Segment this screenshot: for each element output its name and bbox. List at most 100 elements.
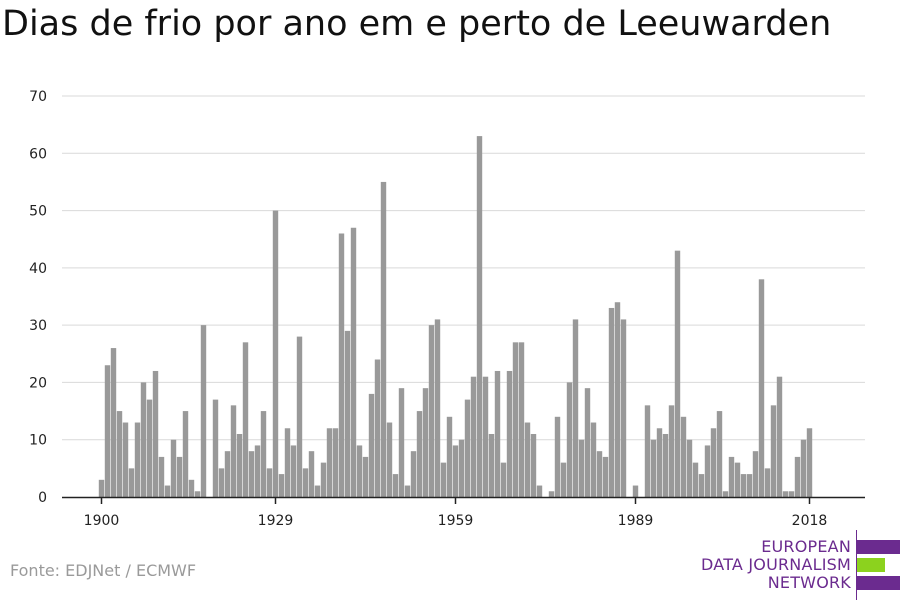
y-tick-label: 30	[29, 318, 47, 334]
bar-1971	[524, 422, 531, 497]
bars	[98, 136, 813, 498]
bar-1965	[488, 433, 495, 497]
bar-1996	[674, 250, 681, 497]
x-tick-label: 2018	[792, 513, 828, 529]
bar-1997	[680, 416, 687, 497]
bar-1960	[458, 439, 465, 497]
bar-1910	[158, 456, 165, 497]
bar-1995	[668, 405, 675, 497]
bar-1945	[368, 393, 375, 497]
bar-2000	[698, 474, 705, 497]
bar-1980	[578, 439, 585, 497]
bar-1914	[182, 411, 189, 497]
y-tick-label: 10	[29, 433, 47, 449]
logo-text: EUROPEAN DATA JOURNALISM NETWORK	[701, 538, 851, 592]
bar-1911	[164, 485, 171, 497]
bar-1908	[146, 399, 153, 497]
bar-1989	[632, 485, 639, 497]
logo-bar-top	[857, 540, 900, 554]
bar-1968	[506, 370, 513, 497]
bar-1957	[440, 462, 447, 497]
bar-1941	[344, 330, 351, 497]
bar-1983	[596, 451, 603, 497]
bar-1903	[116, 411, 123, 497]
bar-1909	[152, 370, 159, 497]
logo-bar-middle	[857, 558, 885, 572]
x-tick-label: 1929	[258, 513, 294, 529]
bar-1991	[644, 405, 651, 497]
bar-1904	[122, 422, 129, 497]
bar-2007	[740, 474, 747, 497]
bar-1939	[332, 428, 339, 497]
bar-2002	[710, 428, 717, 497]
bar-1953	[416, 411, 423, 497]
bar-1926	[254, 445, 261, 497]
bar-1994	[662, 433, 669, 497]
bar-1944	[362, 456, 369, 497]
bar-1964	[482, 376, 489, 497]
bar-1972	[530, 433, 537, 497]
y-tick-label: 0	[38, 490, 47, 506]
bar-1982	[590, 422, 597, 497]
bar-1986	[614, 302, 621, 497]
bar-1917	[200, 325, 207, 497]
bar-1962	[470, 376, 477, 497]
bar-1956	[434, 319, 441, 497]
bar-1970	[518, 342, 525, 497]
x-axis-ticks: 1900 1929 1959 1989 2018	[84, 497, 828, 529]
bar-1973	[536, 485, 543, 497]
bar-1969	[512, 342, 519, 497]
bar-2015	[788, 491, 795, 497]
bar-1931	[284, 428, 291, 497]
logo-bar-bottom	[857, 576, 900, 590]
bar-1978	[566, 382, 573, 497]
bar-1948	[386, 422, 393, 497]
bar-1922	[230, 405, 237, 497]
bar-1992	[650, 439, 657, 497]
bar-1936	[314, 485, 321, 497]
bar-1935	[308, 451, 315, 497]
bar-1938	[326, 428, 333, 497]
bar-1954	[422, 388, 429, 497]
bar-1925	[248, 451, 255, 497]
bar-2006	[734, 462, 741, 497]
bar-2013	[776, 376, 783, 497]
bar-1933	[296, 336, 303, 497]
bar-1913	[176, 456, 183, 497]
logo-line-3: NETWORK	[767, 573, 851, 592]
bar-1930	[278, 474, 285, 497]
chart-title: Dias de frio por ano em e perto de Leeuw…	[2, 4, 832, 44]
bar-1934	[302, 468, 309, 497]
bar-1928	[266, 468, 273, 497]
bar-1999	[692, 462, 699, 497]
bar-1919	[212, 399, 219, 497]
source-note: Fonte: EDJNet / ECMWF	[10, 561, 197, 580]
bar-1900	[98, 479, 105, 497]
bar-1906	[134, 422, 141, 497]
bar-1952	[410, 451, 417, 497]
bar-1950	[398, 388, 405, 497]
bar-2008	[746, 474, 753, 497]
bar-2009	[752, 451, 759, 497]
bar-1985	[608, 307, 615, 497]
logo-line-1: EUROPEAN	[761, 537, 851, 556]
bar-2017	[800, 439, 807, 497]
bar-1932	[290, 445, 297, 497]
x-tick-label: 1900	[84, 513, 120, 529]
bar-1912	[170, 439, 177, 497]
x-tick-label: 1959	[438, 513, 474, 529]
bar-1921	[224, 451, 231, 497]
bar-1951	[404, 485, 411, 497]
logo-divider	[856, 530, 857, 600]
bar-1975	[548, 491, 555, 497]
bar-2010	[758, 279, 765, 497]
bar-1924	[242, 342, 249, 497]
bar-2005	[728, 456, 735, 497]
y-tick-label: 60	[29, 146, 47, 162]
bar-1947	[380, 181, 387, 497]
bar-2012	[770, 405, 777, 497]
y-tick-label: 20	[29, 375, 47, 391]
bar-1942	[350, 227, 357, 497]
bar-1901	[104, 365, 111, 497]
